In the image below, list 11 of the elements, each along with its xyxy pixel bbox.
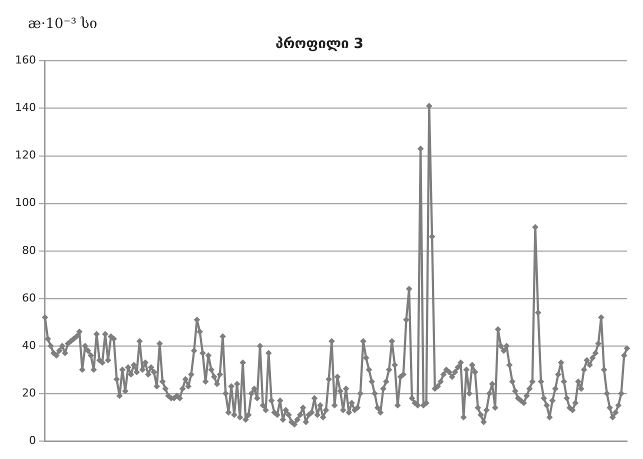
y-tick-label: 0 [28,434,36,447]
y-tick-label: 40 [22,338,36,352]
y-tick-label: 60 [22,291,36,304]
y-tick-label: 100 [14,196,36,210]
chart-title: პროფილი 3 [275,36,364,52]
y-tick-label: 20 [22,386,36,400]
y-axis-title: æ·10⁻³ სი [28,16,98,32]
y-tick-label: 160 [14,54,36,67]
y-tick-label: 120 [14,148,36,162]
y-tick-label: 140 [14,101,36,114]
y-tick-label: 80 [22,244,36,257]
